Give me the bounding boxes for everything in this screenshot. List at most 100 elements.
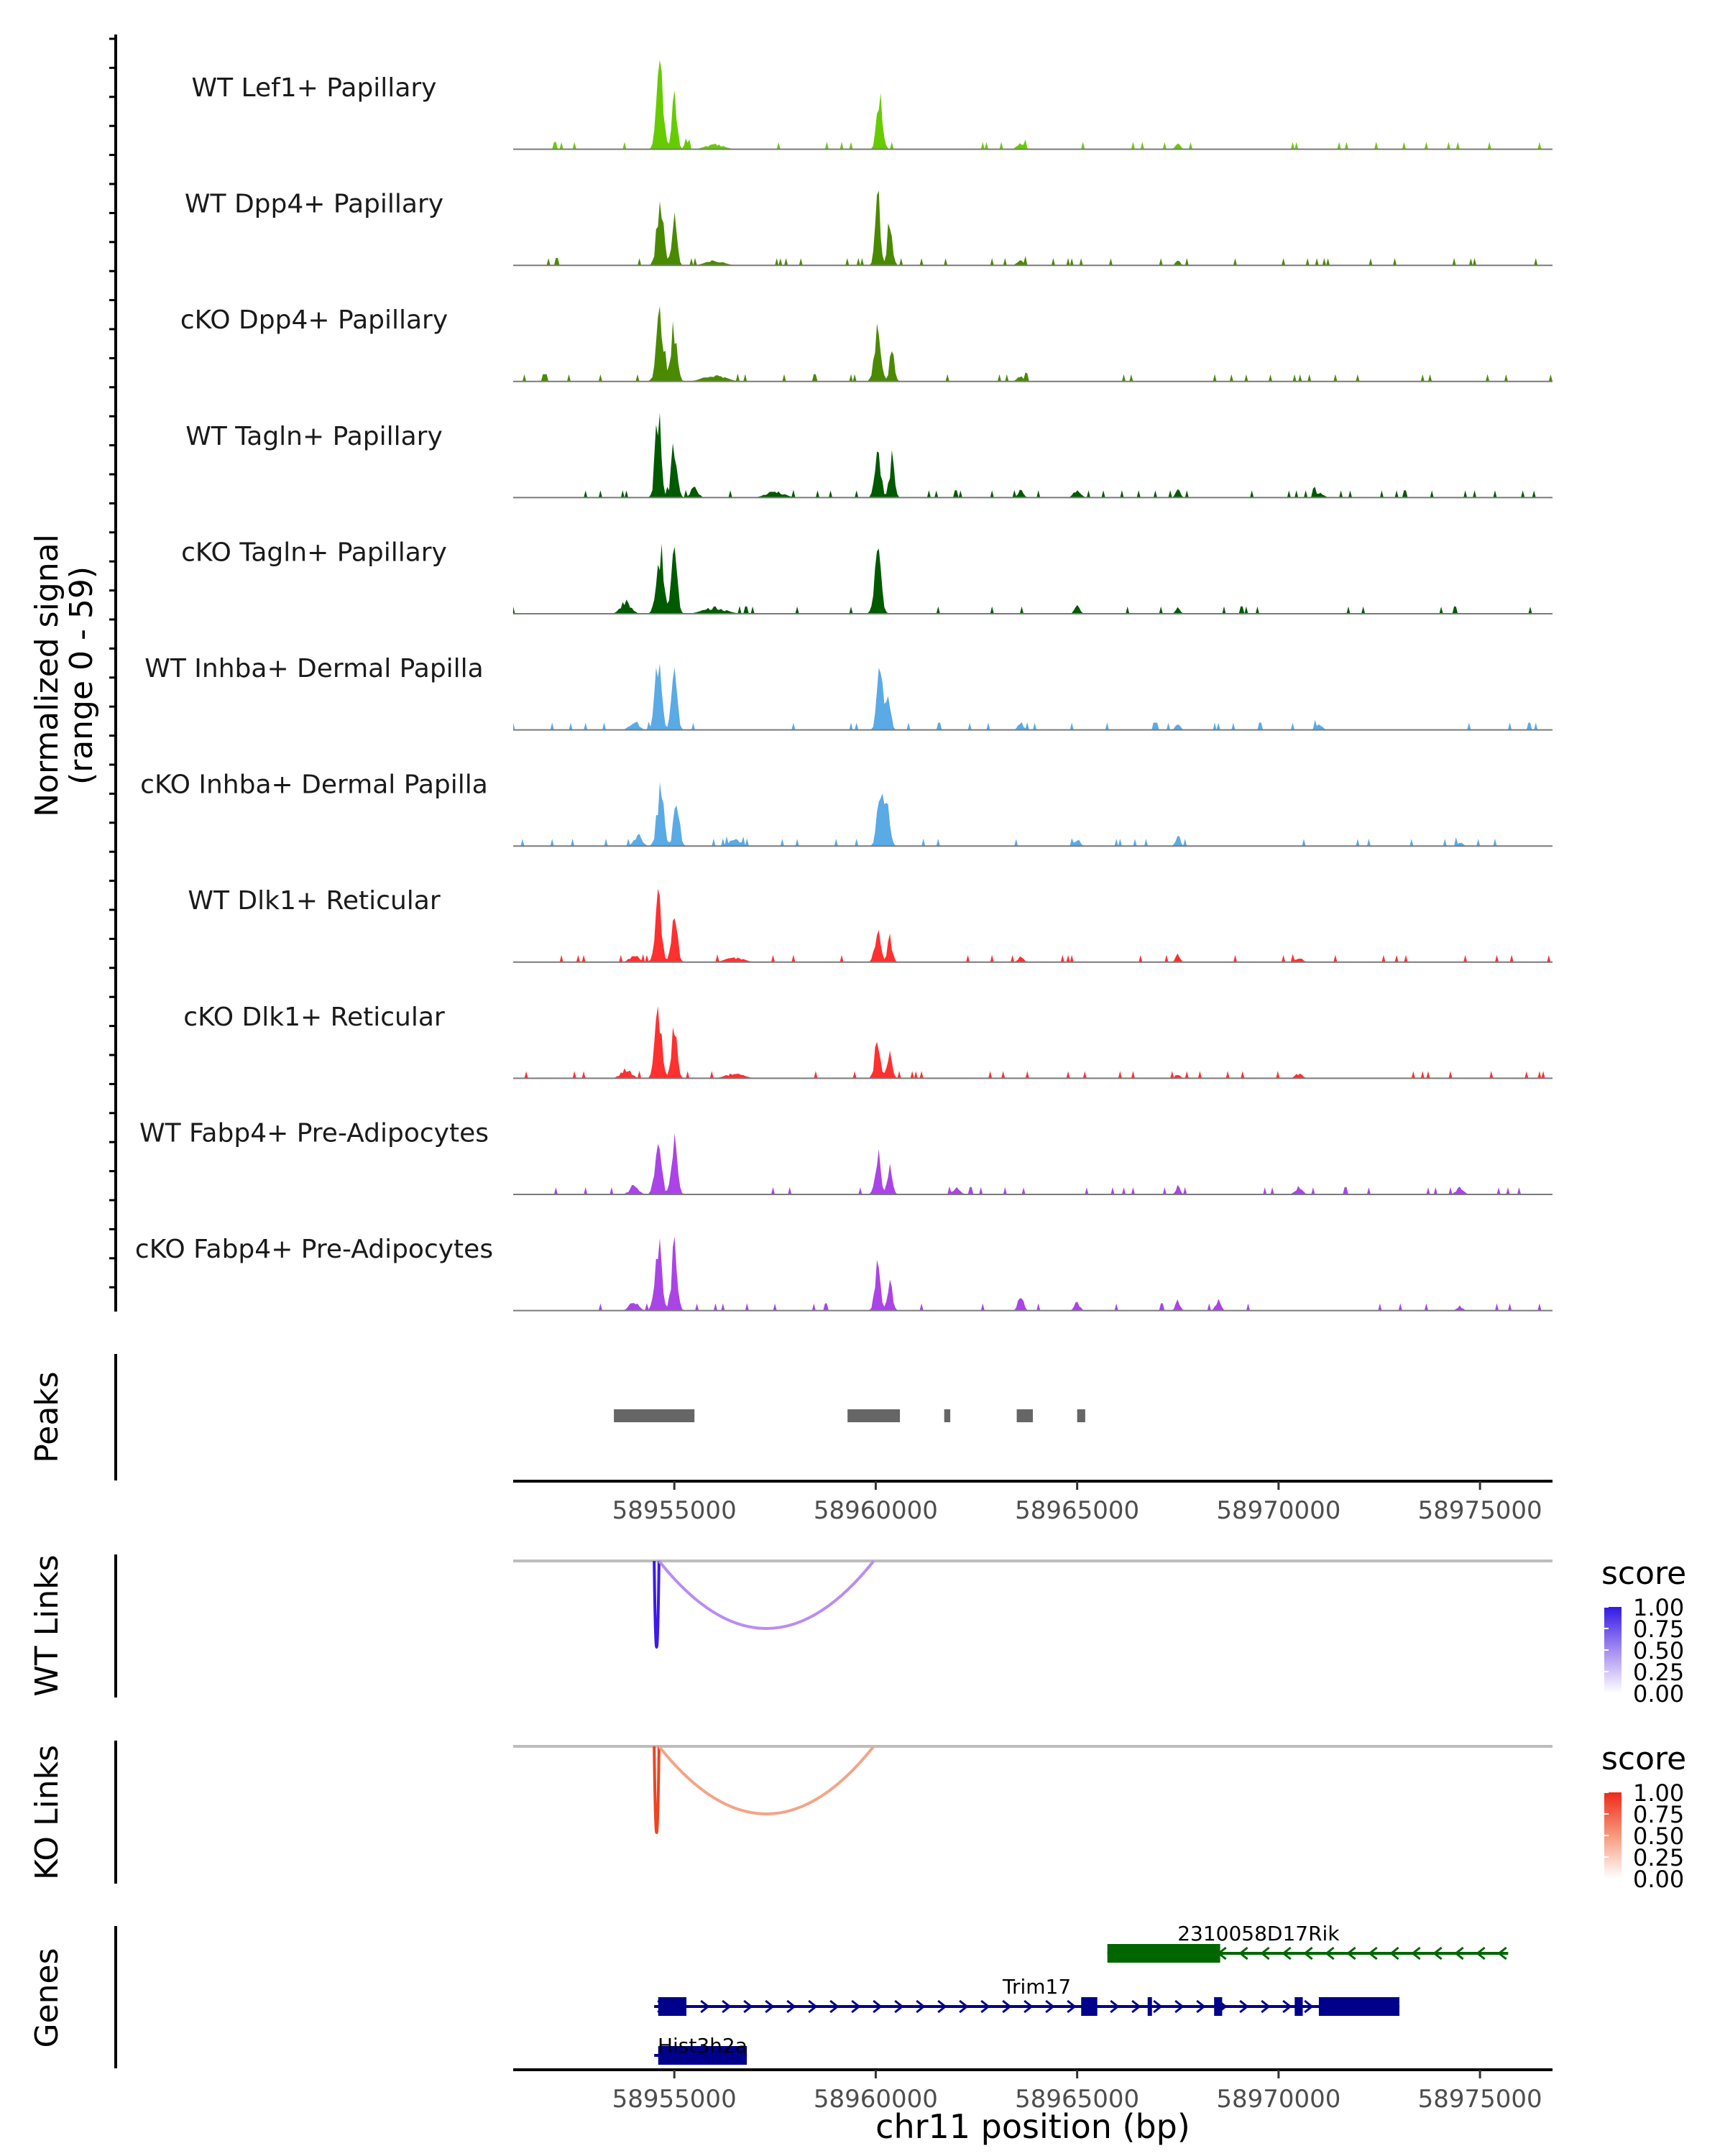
x-tick-label: 58965000 (1015, 1496, 1139, 1525)
strand-chevron (980, 1999, 990, 2014)
strand-chevron (1261, 1999, 1271, 2014)
strand-chevron (1002, 1999, 1012, 2014)
strand-chevron (1432, 1946, 1443, 1961)
strand-chevron (916, 1999, 926, 2014)
strand-chevron (1476, 1946, 1486, 1961)
gene-exon (1214, 1997, 1223, 2016)
legend-tick-label: 0.25 (1633, 1844, 1684, 1871)
legend-tick-label: 0.00 (1633, 1866, 1684, 1893)
gene-exon (1294, 1997, 1303, 2016)
gene-models: 2310058D17Rik Trim17 Hist3h2a (654, 1922, 1509, 2065)
strand-chevron (1239, 1999, 1249, 2014)
link-arc (658, 1745, 875, 1815)
strand-chevron (1260, 1946, 1270, 1961)
gene-label: Trim17 (1002, 1975, 1071, 1999)
strand-chevron (1045, 1999, 1055, 2014)
peak-region (944, 1409, 951, 1422)
x-tick-label: 58970000 (1216, 2085, 1340, 2114)
genes-panel: Genes 2310058D17Rik Trim17 Hist3h2a (29, 1922, 1509, 2068)
ko-links-label: KO Links (29, 1745, 65, 1880)
strand-chevron (1110, 1999, 1120, 2014)
coverage-track-2: cKO Dpp4+ Papillary (180, 305, 1552, 382)
coverage-track-0: WT Lef1+ Papillary (192, 60, 1552, 150)
x-axis-middle: 58955000 58960000 58965000 58970000 58975000 (513, 1480, 1552, 1525)
link-arc (653, 1560, 661, 1649)
strand-chevron (743, 1999, 753, 2014)
coverage-track-6: cKO Inhba+ Dermal Papilla (140, 770, 1552, 847)
strand-chevron (1497, 1946, 1507, 1961)
gene-exon (1318, 1997, 1400, 2016)
x-axis-title: chr11 position (bp) (875, 2107, 1190, 2146)
coverage-track-4: cKO Tagln+ Papillary (181, 538, 1552, 614)
coverage-track-label: cKO Tagln+ Papillary (181, 538, 447, 567)
gene-2310058D17Rik: 2310058D17Rik (1107, 1922, 1509, 1963)
strand-chevron (1411, 1946, 1421, 1961)
strand-chevron (1024, 1999, 1034, 2014)
wt-legend-ticks: 1.000.750.500.250.00 (1604, 1594, 1684, 1708)
coverage-track-8: cKO Dlk1+ Reticular (183, 1003, 1552, 1079)
peaks-label: Peaks (29, 1371, 65, 1462)
legend-tick-label: 0.75 (1633, 1801, 1684, 1828)
legend-tick-label: 0.25 (1633, 1659, 1684, 1686)
gene-Trim17: Trim17 (654, 1975, 1400, 2016)
strand-chevron (937, 1999, 947, 2014)
strand-chevron (1346, 1946, 1356, 1961)
coverage-track-label: cKO Inhba+ Dermal Papilla (140, 770, 488, 800)
coverage-track-label: cKO Dlk1+ Reticular (183, 1003, 445, 1032)
wt-links-panel: WT Links (29, 1554, 1552, 1697)
legend-tick-label: 0.75 (1633, 1616, 1684, 1643)
coverage-track-1: WT Dpp4+ Papillary (185, 190, 1552, 267)
x-tick-label: 58965000 (1015, 2085, 1139, 2114)
coverage-track-label: WT Inhba+ Dermal Papilla (144, 654, 483, 683)
ko-legend-ticks: 1.000.750.500.250.00 (1604, 1779, 1684, 1893)
x-tick-label: 58955000 (612, 2085, 737, 2114)
coverage-track-label: WT Dlk1+ Reticular (188, 886, 440, 916)
x-ticks-middle: 58955000 58960000 58965000 58970000 58975000 (612, 1481, 1542, 1525)
coverage-track-label: cKO Fabp4+ Pre-Adipocytes (135, 1235, 493, 1264)
strand-chevron (1282, 1946, 1292, 1961)
wt-link-arcs (653, 1560, 875, 1649)
ko-legend-title: score (1601, 1741, 1686, 1777)
ko-link-arcs (653, 1745, 875, 1834)
coverage-track-10: cKO Fabp4+ Pre-Adipocytes (135, 1235, 1552, 1312)
strand-chevron (873, 1999, 883, 2014)
coverage-track-label: WT Dpp4+ Papillary (185, 190, 443, 219)
legend-tick-label: 1.00 (1633, 1779, 1684, 1807)
legend-tick-label: 0.50 (1633, 1823, 1684, 1850)
x-ticks-bottom: 58955000 58960000 58965000 58970000 58975000 (612, 2070, 1542, 2114)
strand-chevron (1454, 1946, 1464, 1961)
peaks-panel: Peaks (29, 1354, 1085, 1480)
peak-region (847, 1409, 901, 1422)
strand-chevron (808, 1999, 818, 2014)
coverage-track-label: WT Tagln+ Papillary (185, 422, 443, 451)
coverage-panel: Normalized signal (range 0 - 59) WT Lef1… (29, 34, 1552, 1312)
coverage-track-5: WT Inhba+ Dermal Papilla (144, 654, 1552, 731)
strand-chevron (1196, 1999, 1206, 2014)
peak-regions (614, 1409, 1085, 1422)
strand-chevron (722, 1999, 732, 2014)
gene-exon (1081, 1997, 1098, 2016)
strand-chevron (959, 1999, 969, 2014)
coverage-track-label: cKO Dpp4+ Papillary (180, 305, 448, 335)
gene-label: Hist3h2a (658, 2034, 748, 2058)
link-arc (653, 1746, 661, 1834)
strand-chevron (1238, 1946, 1248, 1961)
gene-exon (658, 2046, 748, 2065)
gene-Hist3h2a: Hist3h2a (654, 2034, 748, 2065)
x-tick-label: 58955000 (612, 1496, 737, 1525)
x-axis-bottom: 58955000 58960000 58965000 58970000 58975000… (513, 2068, 1552, 2146)
legend-tick-label: 0.00 (1633, 1680, 1684, 1708)
strand-chevron (1368, 1946, 1378, 1961)
strand-chevron (894, 1999, 904, 2014)
strand-chevron (1303, 1946, 1313, 1961)
gene-exon (658, 1997, 686, 2016)
coverage-ylabel-line1: Normalized signal (29, 534, 65, 817)
legend-tick-label: 0.50 (1633, 1637, 1684, 1664)
coverage-tracks: WT Lef1+ Papillary WT Dpp4+ Papillary cKO … (135, 60, 1552, 1312)
strand-chevron (1389, 1946, 1399, 1961)
x-tick-label: 58960000 (814, 2085, 938, 2114)
strand-chevron (1174, 1999, 1184, 2014)
wt-links-label: WT Links (29, 1554, 65, 1696)
gene-exon (1147, 1997, 1152, 2016)
peak-region (614, 1409, 695, 1422)
